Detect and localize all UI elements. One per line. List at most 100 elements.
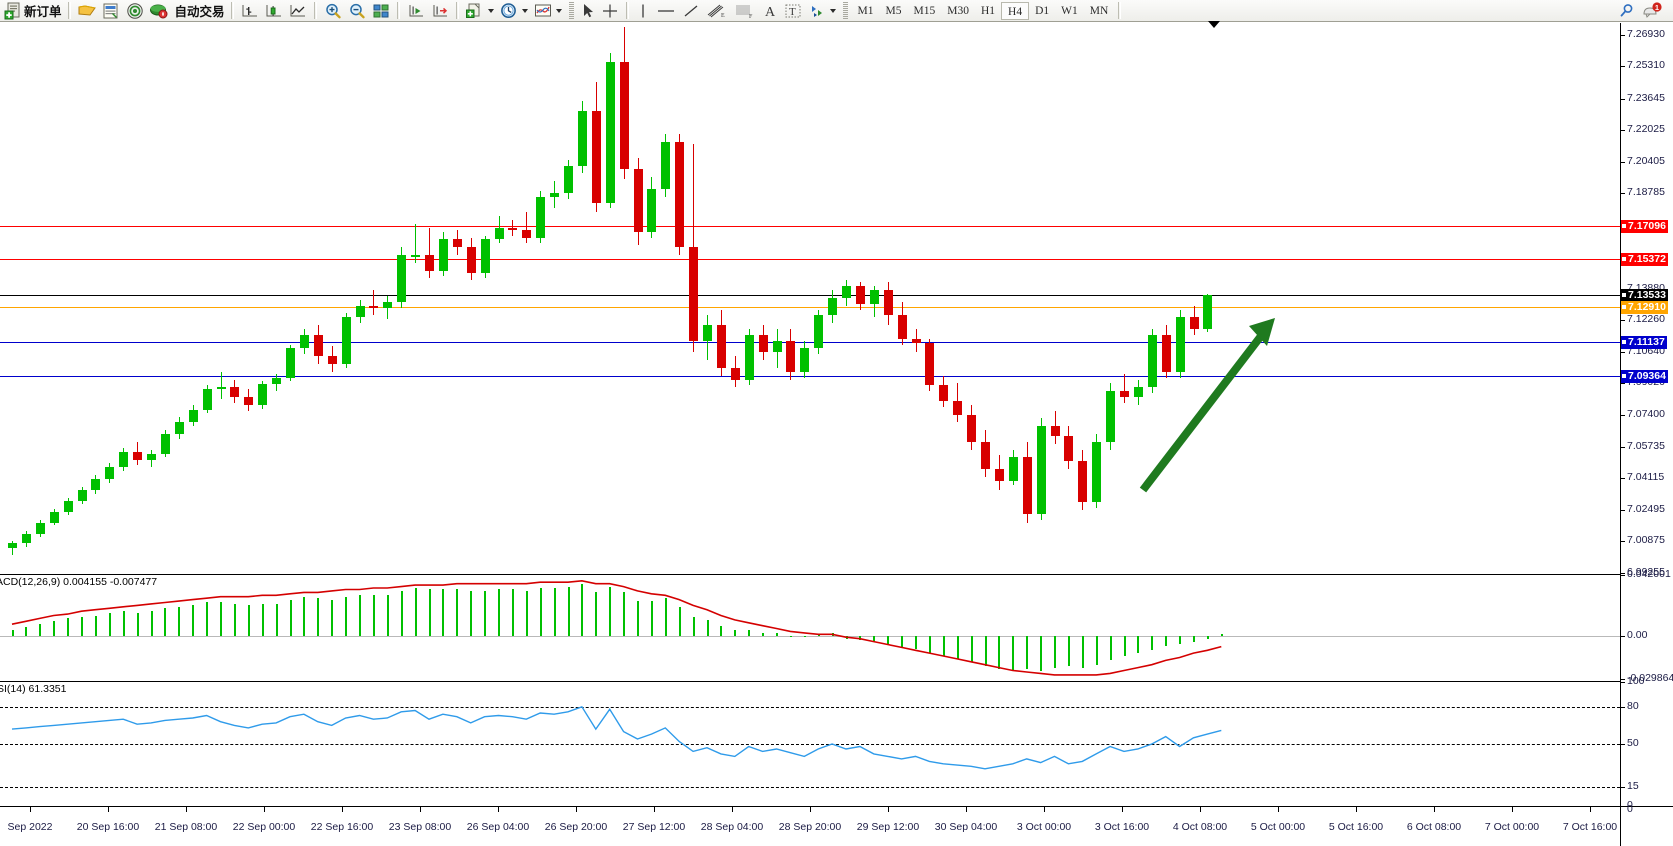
macd-histogram-bar [192,605,195,636]
price-level-line-7.17096[interactable] [0,225,1620,227]
time-axis[interactable]: Sep 2022 20 Sep 16:00 21 Sep 08:00 22 Sep 0… [0,806,1620,846]
macd-histogram-bar [609,586,612,636]
price-axis[interactable]: 7.26930 7.25310 7.23645 7.22025 7.20405 7.187… [1620,23,1673,811]
candle-body [160,434,170,455]
new-order-button[interactable]: 新订单 [2,1,64,21]
rsi-indicator-pane[interactable] [0,681,1620,806]
price-tag-resistance[interactable]: 7.17096 [1621,219,1668,233]
auto-trading-button[interactable]: 自动交易 [171,1,227,21]
chart-shift-button[interactable] [404,1,428,21]
auto-scroll-button[interactable] [428,1,452,21]
rsi-tick-label: 0 [1627,799,1633,811]
price-tag-mid[interactable]: 7.12910 [1621,301,1668,315]
templates-button[interactable] [463,1,487,21]
price-level-line-7.09364[interactable] [0,376,1620,378]
timeframe-w1[interactable]: W1 [1061,4,1078,17]
timeframe-m30[interactable]: M30 [947,4,969,17]
horizontal-line-button[interactable] [653,1,679,21]
price-tick-label: 7.26930 [1627,27,1665,40]
time-tick-label: 26 Sep 04:00 [466,821,530,833]
line-chart-button[interactable] [286,1,310,21]
rsi-tick: 80 [1621,700,1673,712]
zoom-out-button[interactable] [345,1,369,21]
time-tick-label: Sep 2022 [7,821,53,833]
timeframe-m1[interactable]: M1 [857,4,874,17]
tile-windows-button[interactable] [369,1,393,21]
price-tag-resistance[interactable]: 7.15372 [1621,253,1668,267]
search-button[interactable] [1615,1,1639,21]
rsi-tick-label: 50 [1627,737,1639,749]
candle-wick [12,541,13,555]
time-tick-label: 26 Sep 20:00 [544,821,608,833]
chart-shift-icon [409,4,423,16]
folder-button[interactable] [75,1,99,21]
equidistant-channel-button[interactable]: E [703,1,731,21]
time-tick [498,807,499,812]
crosshair-icon [602,4,617,17]
toolbar-grip[interactable] [568,1,574,20]
candlestick-chart-button[interactable] [262,1,286,21]
toolbar-grip-2[interactable] [842,1,848,20]
price-tick: 6.99255 [1621,566,1673,578]
macd-histogram-bar [511,589,514,636]
text-label-button[interactable]: T [781,1,805,21]
price-tick: 7.10640 [1621,345,1673,357]
notifications-button[interactable]: 1 [1639,1,1665,21]
macd-histogram-bar [39,624,42,636]
price-level-line-7.13533[interactable] [0,295,1620,297]
objects-button[interactable] [805,1,829,21]
time-tick [1512,807,1513,812]
time-tick [810,807,811,812]
time-tick [1434,807,1435,812]
candle-wick [220,371,222,399]
bar-chart-button[interactable] [238,1,262,21]
macd-tick: 0.00 [1621,629,1673,641]
trendline-button[interactable] [679,1,703,21]
time-tick-label: 28 Sep 04:00 [700,821,764,833]
macd-histogram-bar [150,611,153,636]
vertical-line-button[interactable] [633,1,653,21]
fibonacci-button[interactable]: F [731,1,759,21]
new-order-label: 新订单 [24,5,62,19]
period-dropdown-caret[interactable] [521,8,528,13]
timeframe-h4[interactable]: H4 [1001,1,1030,20]
candle-body [1189,317,1199,329]
candle-body [786,340,796,372]
navigator-button[interactable] [123,1,147,21]
price-level-line-7.11137[interactable] [0,341,1620,343]
time-tick [1044,807,1045,812]
macd-histogram-bar [386,595,389,636]
templates-icon [465,3,480,18]
templates-dropdown-caret[interactable] [487,8,494,13]
timeframe-d1[interactable]: D1 [1035,4,1050,17]
candle-wick [415,223,417,263]
price-level-line-7.1291[interactable] [0,307,1620,309]
price-level-line-7.15372[interactable] [0,259,1620,261]
macd-indicator-pane[interactable] [0,574,1620,679]
timeframe-m15[interactable]: M15 [913,4,936,17]
timeframe-h1[interactable]: H1 [980,4,996,17]
rsi-line-svg [11,705,1222,770]
timeframe-m5[interactable]: M5 [885,4,902,17]
price-tag-support[interactable]: 7.09364 [1621,370,1668,384]
indicators-dropdown-caret[interactable] [555,8,562,13]
candle-body [1175,317,1185,372]
price-tag-last-price[interactable]: 7.13533 [1621,289,1668,303]
candle-wick [429,227,430,279]
indicators-button[interactable] [531,1,555,21]
crosshair-button[interactable] [598,1,622,21]
candle-body [619,62,629,170]
objects-dropdown-caret[interactable] [829,8,836,13]
period-button[interactable] [497,1,521,21]
candle-body [647,188,657,232]
cursor-button[interactable] [578,1,598,21]
strategy-tester-button[interactable] [147,1,171,21]
text-button[interactable]: A [759,1,781,21]
timeframe-mn[interactable]: MN [1089,4,1109,17]
zoom-in-button[interactable] [321,1,345,21]
time-tick-label: 6 Oct 08:00 [1406,821,1462,833]
time-tick [576,807,577,812]
price-tag-support[interactable]: 7.11137 [1621,335,1667,349]
terminal-button[interactable] [99,1,123,21]
price-chart-pane[interactable] [0,23,1620,573]
